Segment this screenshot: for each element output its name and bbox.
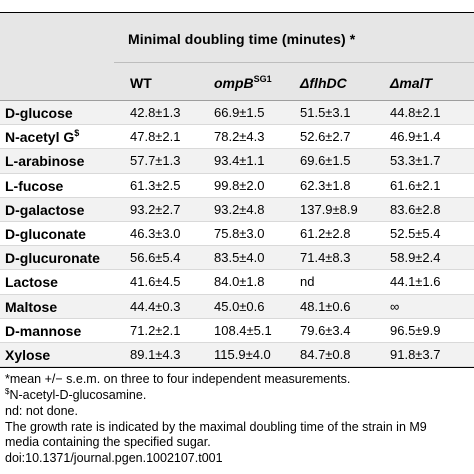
row-label: D-glucose (5, 105, 73, 121)
footnote-growth-rate-cont: media containing the specified sugar. (5, 435, 211, 449)
table-row: D-galactose 93.2±2.7 93.2±4.8 137.9±8.9 83.6… (0, 197, 474, 222)
table-cell: 79.6±3.4 (300, 322, 351, 338)
table-row: D-glucuronate 56.6±5.4 83.5±4.0 71.4±8.3 58.… (0, 246, 474, 271)
table-row: Lactose 41.6±4.5 84.0±1.8 nd 44.1±1.6 (0, 270, 474, 295)
table-cell: 46.9±1.4 (390, 129, 441, 145)
table-cell: 44.4±0.3 (130, 298, 181, 314)
footnote-growth-rate: The growth rate is indicated by the maxi… (5, 419, 427, 434)
table-cell: 93.4±1.1 (214, 153, 265, 169)
table-cell: 108.4±5.1 (214, 322, 272, 338)
table-cell: 69.6±1.5 (300, 153, 351, 169)
table-cell: 71.2±2.1 (130, 322, 181, 338)
table-cell: 89.1±4.3 (130, 346, 181, 362)
table-cell: 57.7±1.3 (130, 153, 181, 169)
footnote-nd: nd: not done. (5, 404, 78, 418)
row-label: N-acetyl G$ (5, 128, 80, 146)
table-cell: 84.0±1.8 (214, 274, 265, 290)
table-cell: 51.5±3.1 (300, 105, 351, 120)
row-label: L-arabinose (5, 153, 85, 170)
table-row: L-arabinose 57.7±1.3 93.4±1.1 69.6±1.5 53.3±… (0, 149, 474, 174)
table-cell: ∞ (390, 298, 400, 314)
table-cell: 45.0±0.6 (214, 298, 265, 314)
row-label: D-glucuronate (5, 250, 100, 267)
group-header-title: Minimal doubling time (minutes) * (128, 31, 356, 47)
table-cell: 115.9±4.0 (214, 346, 271, 362)
table-cell: 84.7±0.8 (300, 346, 351, 362)
table-cell: 83.6±2.8 (390, 201, 441, 217)
row-label: Maltose (5, 298, 58, 315)
group-header-rule (114, 62, 474, 63)
table-cell: 91.8±3.7 (390, 346, 441, 362)
table-cell: 61.6±2.1 (390, 177, 441, 193)
table-cell: nd (300, 274, 315, 290)
table-cell: 71.4±8.3 (300, 250, 351, 266)
column-header-ompb: ompBSG1 (214, 74, 272, 91)
column-header-flhdc: ΔflhDC (300, 75, 347, 91)
table-cell: 62.3±1.8 (300, 177, 351, 193)
column-header-malt: ΔmalT (390, 75, 433, 91)
column-header-wt: WT (130, 75, 152, 91)
table-row: D-gluconate 46.3±3.0 75.8±3.0 61.2±2.8 52.5±… (0, 221, 474, 247)
table-row: N-acetyl G$ 47.8±2.1 78.2±4.3 52.6±2.7 46.9±… (0, 125, 474, 150)
table-cell: 53.3±1.7 (390, 153, 441, 169)
footnote-doi: doi:10.1371/journal.pgen.1002107.t001 (5, 450, 223, 465)
table-row: D-glucose 42.8±1.3 66.9±1.5 51.5±3.1 44.8±2.… (0, 101, 474, 126)
table-group-header: Minimal doubling time (minutes) * (0, 13, 474, 63)
table-cell: 44.8±2.1 (390, 105, 441, 120)
table-cell: 61.3±2.5 (130, 177, 181, 193)
table-cell: 78.2±4.3 (214, 129, 265, 145)
table-cell: 44.1±1.6 (390, 274, 441, 290)
table-cell: 99.8±2.0 (214, 177, 265, 193)
table-cell: 93.2±4.8 (214, 201, 265, 217)
table-cell: 137.9±8.9 (300, 201, 358, 217)
table-top-rule (0, 12, 474, 13)
table-row: L-fucose 61.3±2.5 99.8±2.0 62.3±1.8 61.6±2.1 (0, 173, 474, 198)
table-cell: 47.8±2.1 (130, 129, 181, 145)
table-cell: 66.9±1.5 (214, 105, 265, 120)
table-column-header: WT ompBSG1 ΔflhDC ΔmalT (0, 63, 474, 101)
table-cell: 56.6±5.4 (130, 250, 181, 266)
table-row: Maltose 44.4±0.3 45.0±0.6 48.1±0.6 ∞ (0, 294, 474, 319)
table-cell: 96.5±9.9 (390, 322, 441, 338)
footnote-abbreviation: $N-acetyl-D-glucosamine. (5, 386, 147, 402)
table-cell: 83.5±4.0 (214, 250, 265, 266)
table-cell: 41.6±4.5 (130, 274, 181, 290)
row-label: L-fucose (5, 177, 64, 194)
table-cell: 42.8±1.3 (130, 105, 181, 120)
table-cell: 52.5±5.4 (390, 225, 441, 241)
table-body: D-glucose 42.8±1.3 66.9±1.5 51.5±3.1 44.8±2.… (0, 101, 474, 368)
row-label: D-mannose (5, 322, 82, 339)
table-cell: 48.1±0.6 (300, 298, 351, 314)
table-cell: 58.9±2.4 (390, 250, 441, 266)
table-cell: 93.2±2.7 (130, 201, 181, 217)
table-bottom-rule (0, 367, 474, 369)
row-label: Lactose (5, 274, 58, 291)
data-table: Minimal doubling time (minutes) * WT omp… (0, 12, 474, 369)
table-row: Xylose 89.1±4.3 115.9±4.0 84.7±0.8 91.8±3.7 (0, 342, 474, 368)
table-cell: 52.6±2.7 (300, 129, 351, 145)
row-label: Xylose (5, 346, 51, 363)
table-cell: 61.2±2.8 (300, 225, 351, 241)
table-cell: 75.8±3.0 (214, 225, 265, 241)
table-cell: 46.3±3.0 (130, 225, 181, 241)
row-label: D-galactose (5, 201, 85, 218)
footnote-mean: *mean +/− s.e.m. on three to four indepe… (5, 372, 351, 386)
table-row: D-mannose 71.2±2.1 108.4±5.1 79.6±3.4 96.5±9… (0, 318, 474, 343)
row-label: D-gluconate (5, 225, 86, 242)
footnotes: *mean +/− s.e.m. on three to four indepe… (5, 372, 474, 466)
